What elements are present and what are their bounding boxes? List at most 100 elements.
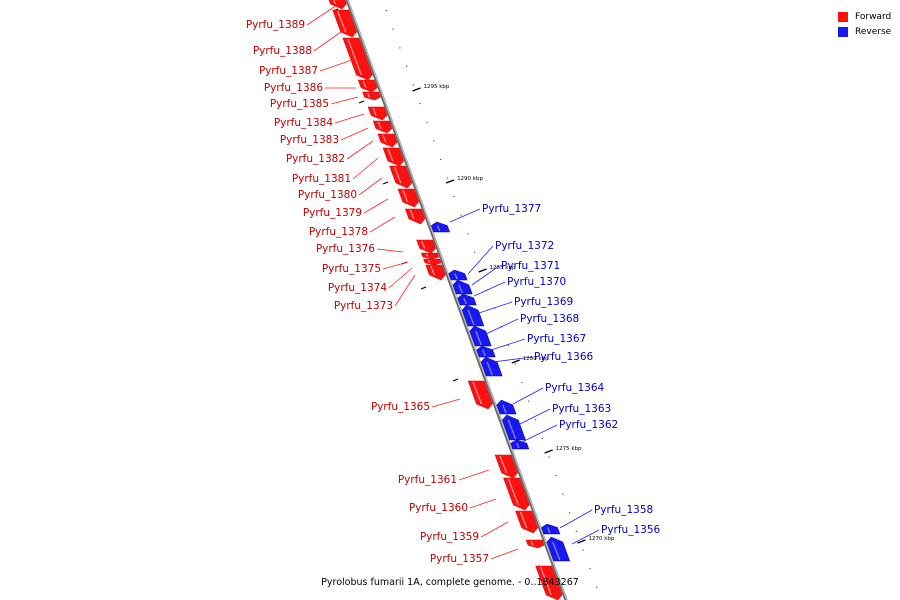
reverse-gene-shine bbox=[458, 284, 463, 294]
forward-gene-arrow bbox=[362, 91, 381, 101]
scale-label: 1290 kbp bbox=[457, 176, 483, 182]
gene-label-reverse: Pyrfu_1356 bbox=[601, 524, 661, 536]
forward-gene-shine bbox=[430, 265, 435, 276]
gene-label-forward: Pyrfu_1382 bbox=[286, 153, 345, 165]
gene-label-forward: Pyrfu_1387 bbox=[259, 65, 318, 77]
forward-gene-shine bbox=[409, 209, 415, 220]
gene-label-reverse: Pyrfu_1367 bbox=[527, 333, 586, 345]
forward-gene-arrow bbox=[377, 133, 398, 148]
minor-tick bbox=[439, 158, 442, 160]
leader-line-reverse bbox=[473, 281, 506, 297]
reverse-gene-arrow bbox=[496, 399, 517, 415]
genome-caption: Pyrolobus fumarii 1A, complete genome. -… bbox=[321, 577, 579, 588]
minor-tick bbox=[460, 214, 462, 216]
reverse-gene-arrow bbox=[452, 279, 473, 295]
leader-line-reverse bbox=[492, 356, 533, 363]
leader-line-reverse bbox=[485, 318, 519, 335]
legend: Forward Reverse bbox=[838, 9, 891, 39]
leader-line-forward bbox=[382, 261, 409, 270]
forward-gene-shine bbox=[421, 240, 426, 249]
genome-backbone bbox=[345, 0, 568, 600]
major-tick bbox=[478, 268, 487, 273]
gene-label-reverse: Pyrfu_1377 bbox=[482, 203, 541, 215]
minor-tick bbox=[562, 493, 564, 495]
minor-tick bbox=[412, 84, 415, 86]
forward-gene-arrow bbox=[397, 188, 420, 208]
gene-label-forward: Pyrfu_1380 bbox=[298, 189, 357, 201]
forward-gene-shine bbox=[425, 253, 429, 258]
gene-label-forward: Pyrfu_1378 bbox=[309, 226, 368, 238]
forward-gene-arrow bbox=[494, 454, 518, 479]
leader-line-forward bbox=[319, 59, 353, 72]
legend-swatch-reverse bbox=[838, 26, 848, 37]
major-tick bbox=[511, 359, 521, 364]
gene-label-forward: Pyrfu_1375 bbox=[322, 263, 381, 275]
forward-gene-shine bbox=[394, 166, 402, 184]
leader-line-forward bbox=[363, 198, 389, 214]
leader-line-forward bbox=[458, 469, 490, 481]
backbone-highlight bbox=[347, 0, 568, 600]
minor-tick bbox=[528, 400, 530, 402]
forward-gene-arrow bbox=[503, 477, 530, 511]
minor-tick bbox=[453, 196, 455, 198]
forward-gene-arrow bbox=[423, 258, 442, 266]
minor-tick bbox=[575, 530, 577, 532]
leader-line-forward bbox=[394, 274, 416, 307]
gene-label-forward: Pyrfu_1361 bbox=[398, 474, 457, 486]
forward-gene-shine bbox=[472, 381, 483, 405]
scale-label: 1275 kbp bbox=[556, 446, 582, 452]
reverse-gene-arrow bbox=[541, 523, 561, 535]
reverse-gene-arrow bbox=[510, 439, 530, 450]
forward-gene-arrow bbox=[416, 239, 436, 254]
gene-label-reverse: Pyrfu_1371 bbox=[501, 260, 560, 272]
reverse-gene-arrow bbox=[431, 221, 451, 233]
legend-item-reverse: Reverse bbox=[838, 24, 891, 39]
leader-line-reverse bbox=[521, 424, 558, 443]
major-tick bbox=[577, 539, 586, 544]
gene-label-forward: Pyrfu_1376 bbox=[316, 243, 376, 255]
forward-gene-shine bbox=[333, 0, 337, 5]
forward-gene-arrow bbox=[382, 147, 405, 167]
minor-tick bbox=[433, 140, 435, 142]
forward-gene-arrow bbox=[467, 380, 493, 410]
minor-tick bbox=[382, 181, 389, 185]
minor-tick bbox=[494, 307, 496, 309]
forward-gene-shine bbox=[540, 566, 552, 596]
leader-line-forward bbox=[340, 127, 369, 141]
leader-line-forward bbox=[490, 548, 519, 560]
reverse-gene-arrow bbox=[457, 293, 477, 306]
minor-tick bbox=[507, 344, 510, 346]
minor-tick bbox=[568, 512, 571, 514]
scale-label: 1270 kbp bbox=[588, 536, 614, 542]
scale-label: 1285 kbp bbox=[490, 265, 516, 271]
forward-gene-arrow bbox=[372, 120, 393, 134]
reverse-gene-arrow bbox=[448, 269, 468, 281]
minor-tick bbox=[358, 100, 365, 104]
leader-line-reverse bbox=[559, 509, 593, 529]
scale-label: 1295 kbp bbox=[423, 84, 449, 90]
leader-line-forward bbox=[369, 216, 396, 233]
reverse-gene-shine bbox=[486, 361, 493, 376]
forward-gene-shine bbox=[499, 455, 508, 474]
minor-tick bbox=[589, 568, 591, 570]
leader-line-reverse bbox=[471, 265, 500, 286]
gene-label-reverse: Pyrfu_1372 bbox=[495, 240, 554, 252]
gene-features bbox=[328, 0, 571, 600]
minor-tick bbox=[596, 586, 598, 588]
reverse-gene-arrow bbox=[546, 536, 571, 562]
legend-label-reverse: Reverse bbox=[855, 26, 892, 37]
forward-gene-shine bbox=[347, 38, 362, 76]
gene-label-forward: Pyrfu_1374 bbox=[328, 282, 388, 294]
reverse-gene-shine bbox=[454, 273, 458, 280]
major-tick bbox=[445, 179, 455, 184]
forward-gene-arrow bbox=[535, 565, 563, 600]
gene-label-forward: Pyrfu_1381 bbox=[292, 173, 351, 185]
minor-tick bbox=[399, 47, 401, 49]
minor-tick bbox=[535, 419, 537, 421]
forward-gene-arrow bbox=[342, 37, 373, 81]
gene-label-reverse: Pyrfu_1368 bbox=[520, 313, 579, 325]
minor-tick bbox=[521, 382, 523, 384]
scale-label: 1280 kbp bbox=[523, 356, 549, 362]
forward-gene-shine bbox=[402, 189, 409, 203]
leader-line-reverse bbox=[467, 245, 494, 275]
